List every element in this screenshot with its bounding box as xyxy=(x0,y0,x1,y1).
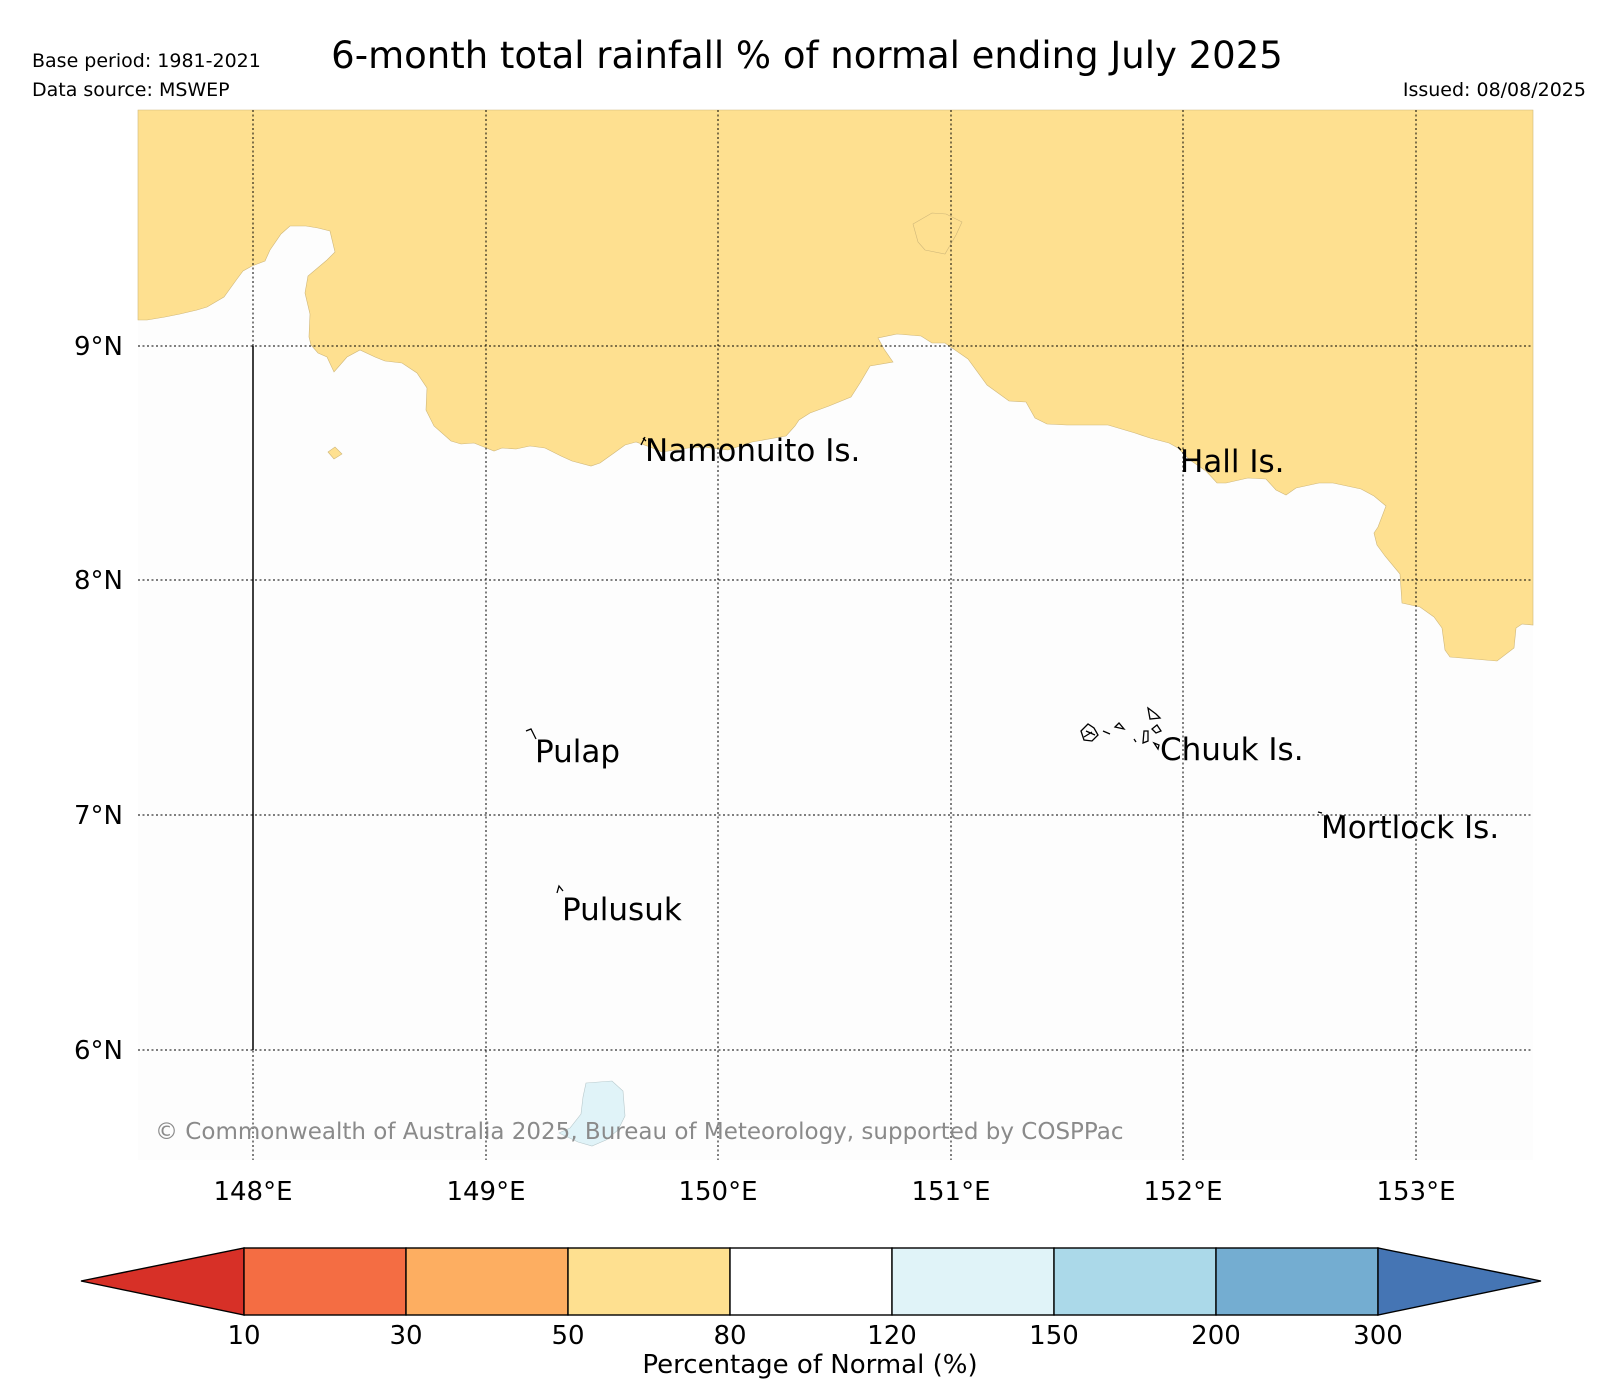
place-label-namonuito: Namonuito Is. xyxy=(645,433,860,469)
colorbar-tick-10: 10 xyxy=(227,1321,260,1351)
pulusuk-island-outline xyxy=(556,884,564,894)
colorbar-tick-300: 300 xyxy=(1353,1321,1403,1351)
place-label-mortlock: Mortlock Is. xyxy=(1321,810,1499,846)
colorbar xyxy=(80,1247,1542,1316)
colorbar-segment-150-200 xyxy=(1053,1247,1217,1316)
island-outlines xyxy=(525,436,1323,894)
place-label-pulusuk: Pulusuk xyxy=(562,892,682,928)
lat-label-8n: 8°N xyxy=(74,566,123,596)
lon-label-150e: 150°E xyxy=(678,1177,757,1207)
lon-label-152e: 152°E xyxy=(1143,1177,1222,1207)
place-labels: Namonuito Is. Hall Is. Pulap Chuuk Is. M… xyxy=(535,433,1499,928)
lat-label-6n: 6°N xyxy=(74,1036,123,1066)
colorbar-segment-50-80 xyxy=(567,1247,731,1316)
mortlock-island-outline xyxy=(1317,811,1323,814)
colorbar-segment-80-120 xyxy=(729,1247,893,1316)
colorbar-segment-below-10 xyxy=(80,1247,245,1316)
colorbar-segment-120-150 xyxy=(891,1247,1055,1316)
lon-label-151e: 151°E xyxy=(911,1177,990,1207)
place-label-pulap: Pulap xyxy=(535,734,620,770)
colorbar-segment-30-50 xyxy=(405,1247,569,1316)
lon-label-153e: 153°E xyxy=(1376,1177,1455,1207)
colorbar-tick-150: 150 xyxy=(1029,1321,1079,1351)
colorbar-tick-120: 120 xyxy=(867,1321,917,1351)
colorbar-ticks: 10 30 50 80 120 150 200 300 xyxy=(227,1321,1402,1351)
base-period-text: Base period: 1981-2021 xyxy=(32,50,261,72)
colorbar-tick-30: 30 xyxy=(389,1321,422,1351)
place-label-chuuk: Chuuk Is. xyxy=(1160,732,1304,768)
colorbar-tick-80: 80 xyxy=(713,1321,746,1351)
colorbar-segment-above-300 xyxy=(1377,1247,1542,1316)
pulap-island-outline xyxy=(525,728,537,740)
namonuito-island-outline xyxy=(640,436,647,446)
colorbar-tick-50: 50 xyxy=(551,1321,584,1351)
copyright-text: © Commonwealth of Australia 2025, Bureau… xyxy=(155,1119,1124,1145)
hall-island-outline xyxy=(1177,446,1182,451)
rainfall-50-80-region xyxy=(137,109,1534,662)
map-title: 6-month total rainfall % of normal endin… xyxy=(331,34,1283,77)
colorbar-segment-200-300 xyxy=(1215,1247,1379,1316)
place-label-hall: Hall Is. xyxy=(1180,444,1285,480)
issued-date-text: Issued: 08/08/2025 xyxy=(1403,79,1586,101)
longitude-labels: 148°E 149°E 150°E 151°E 152°E 153°E xyxy=(213,1177,1455,1207)
colorbar-segment-10-30 xyxy=(243,1247,407,1316)
lat-label-7n: 7°N xyxy=(74,801,123,831)
rainfall-120-150-region xyxy=(558,1080,626,1147)
colorbar-tick-200: 200 xyxy=(1191,1321,1241,1351)
colorbar-title: Percentage of Normal (%) xyxy=(642,1350,977,1380)
lon-label-148e: 148°E xyxy=(213,1177,292,1207)
rainfall-50-80-islet xyxy=(327,446,343,460)
chuuk-islands-outline xyxy=(1080,706,1162,751)
data-source-text: Data source: MSWEP xyxy=(32,79,230,101)
lon-label-149e: 149°E xyxy=(446,1177,525,1207)
latitude-labels: 9°N 8°N 7°N 6°N xyxy=(74,332,123,1066)
lat-label-9n: 9°N xyxy=(74,332,123,362)
